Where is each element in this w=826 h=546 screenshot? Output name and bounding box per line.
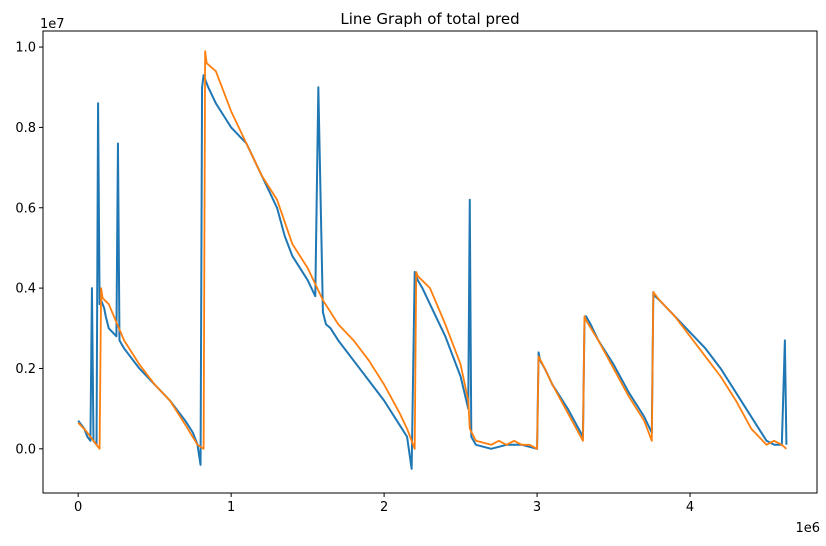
y-tick-label: 1.0 — [15, 41, 36, 56]
x-tick-label: 4 — [686, 500, 694, 515]
y-tick-label: 0.6 — [15, 201, 36, 216]
y-tick-label: 0.4 — [15, 282, 36, 297]
series-line-1 — [77, 74, 788, 470]
x-offset-label: 1e6 — [795, 521, 820, 536]
x-tick-label: 1 — [227, 500, 235, 515]
x-tick-label: 0 — [74, 500, 82, 515]
x-tick-label: 2 — [380, 500, 388, 515]
x-tick-label: 3 — [533, 500, 541, 515]
y-tick-label: 0.2 — [15, 362, 36, 377]
y-offset-label: 1e7 — [40, 17, 65, 32]
axes-layer: 0 1 2 3 4 0.0 0.2 0.4 0.6 0.8 1.0 — [15, 30, 818, 515]
series-layer — [77, 50, 788, 470]
chart-title: Line Graph of total pred — [340, 10, 519, 28]
series-line-2 — [77, 50, 788, 450]
axes-frame — [42, 30, 818, 494]
y-tick-label: 0.0 — [15, 442, 36, 457]
y-tick-label: 0.8 — [15, 121, 36, 136]
